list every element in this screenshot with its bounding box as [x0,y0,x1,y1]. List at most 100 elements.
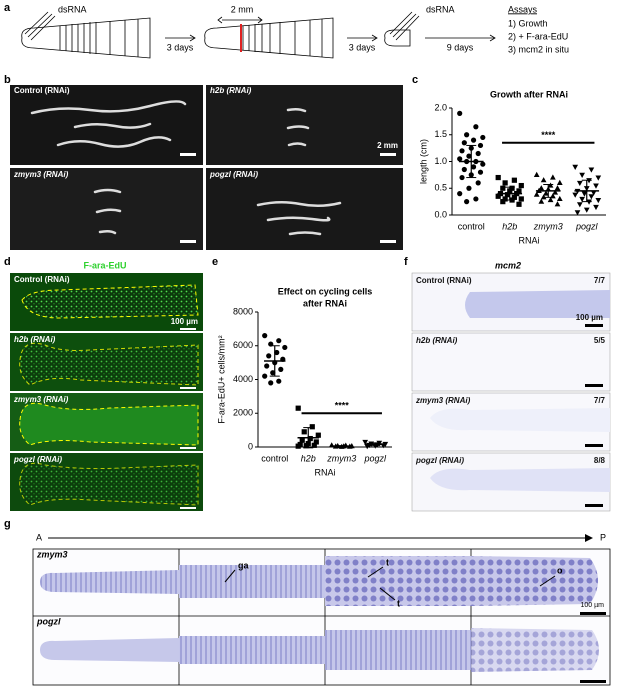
panel-title: F-ara-EdU [83,260,126,270]
data-point [268,380,274,386]
data-point [593,204,599,211]
panel-label: b [4,74,11,86]
data-point [538,198,545,204]
data-point [588,167,595,173]
image-label: Control (RNAi) [416,276,472,285]
data-point [473,196,479,202]
data-point [282,344,288,351]
y-tick-label: 1.0 [434,156,447,166]
data-point [466,185,472,191]
x-axis-label: RNAi [518,235,539,245]
data-point [262,373,268,379]
mcm2-images [411,272,611,512]
y-axis-label: F-ara-EdU+ cells/mm² [216,335,226,423]
panel-label: g [4,518,11,530]
x-tick-label: pogzl [575,221,599,231]
data-point [457,156,463,162]
data-point [518,196,524,202]
y-tick-label: 2.0 [434,102,447,112]
scale-label: 2 mm [377,141,398,150]
y-tick-label: 0.5 [434,183,447,193]
assay-item: 2) + F-ara-EdU [508,31,568,41]
data-point [278,366,284,372]
data-point [502,196,508,202]
row-label: zmym3 [36,549,68,559]
data-point [276,338,282,344]
data-point [538,185,545,191]
image-label: pogzl (RNAi) [13,455,62,464]
image-label: h2b (RNAi) [210,86,252,95]
data-point [473,124,479,130]
image-label: zmym3 (RNAi) [415,396,471,405]
chart-title: Effect on cycling cells [278,286,373,296]
data-point [313,439,319,445]
data-point [480,161,486,167]
data-point [477,169,484,175]
annotation: ga [238,560,249,570]
data-point [516,201,522,207]
data-point [576,202,583,208]
panel-label: c [412,74,418,86]
schematic [21,11,496,59]
image-label: Control (RNAi) [14,86,70,95]
image-label: pogzl (RNAi) [209,170,258,179]
chart: Effect on cycling cells after RNAi 0 2000 40… [216,286,392,477]
data-point [543,190,549,196]
panel-label: a [4,2,11,14]
data-point [270,370,276,376]
x-tick-label: zmym3 [326,453,356,463]
y-tick-label: 2000 [233,408,253,418]
data-point [459,174,465,181]
data-point [266,353,272,359]
schematic-label: dsRNA [58,4,87,14]
image-label: zmym3 (RNAi) [13,170,69,179]
data-point [301,429,307,435]
data-point [586,178,592,184]
x-tick-label: h2b [502,221,517,231]
data-point [579,172,585,178]
data-point [470,164,477,170]
in-situ-images [32,534,611,686]
data-point [495,193,501,199]
y-tick-label: 6000 [233,340,253,350]
data-point [556,179,563,185]
data-point [516,188,522,194]
image-label: pogzl (RNAi) [415,456,464,465]
image-count: 8/8 [594,456,606,465]
data-point [574,210,581,216]
x-tick-label: zmym3 [533,221,563,231]
data-point [595,197,602,204]
data-point [299,437,305,443]
data-point [588,194,595,200]
y-axis-label: length (cm) [418,139,428,184]
data-point [509,185,515,191]
x-tick-label: pogzl [363,453,387,463]
data-point [364,444,371,450]
data-point [576,180,583,187]
image-label: h2b (RNAi) [14,335,56,344]
image-label: Control (RNAi) [14,275,70,284]
data-point [572,192,579,198]
data-point [554,201,561,207]
chart: Growth after RNAi 0.0 0.5 1.0 1.5 2.0 length (… [418,89,606,245]
schematic-label: 2 mm [231,4,254,14]
assay-item: 3) mcm2 in situ [508,44,569,54]
x-tick-label: control [261,453,288,463]
x-axis-label: RNAi [314,467,335,477]
data-point [556,195,563,202]
data-point [276,378,282,384]
scale-label: 100 µm [171,317,198,326]
data-point [480,134,486,141]
data-point [593,183,599,189]
y-tick-label: 8000 [233,306,253,316]
data-point [295,443,301,449]
data-point [590,190,597,196]
axis-end: P [600,532,606,542]
panel-title: mcm2 [495,260,521,270]
data-point [586,199,592,205]
worm-images [10,85,403,250]
image-count: 7/7 [594,276,606,285]
chart-title: after RNAi [303,298,347,308]
data-point [459,148,465,154]
data-point [583,207,590,213]
